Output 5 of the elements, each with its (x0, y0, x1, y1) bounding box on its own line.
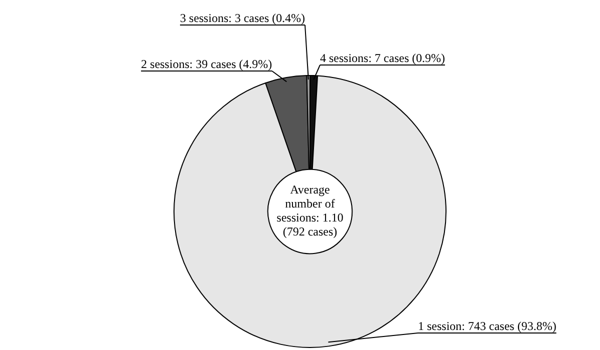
slice-label: 1 session: 743 cases (93.8%) (418, 319, 556, 333)
slice-label: 2 sessions: 39 cases (4.9%) (141, 57, 272, 71)
slice-label: 4 sessions: 7 cases (0.9%) (320, 51, 445, 65)
text: Average number of sessions: 1.10 (792 cases) (276, 182, 344, 239)
slice-label: 3 sessions: 3 cases (0.4%) (180, 11, 306, 25)
